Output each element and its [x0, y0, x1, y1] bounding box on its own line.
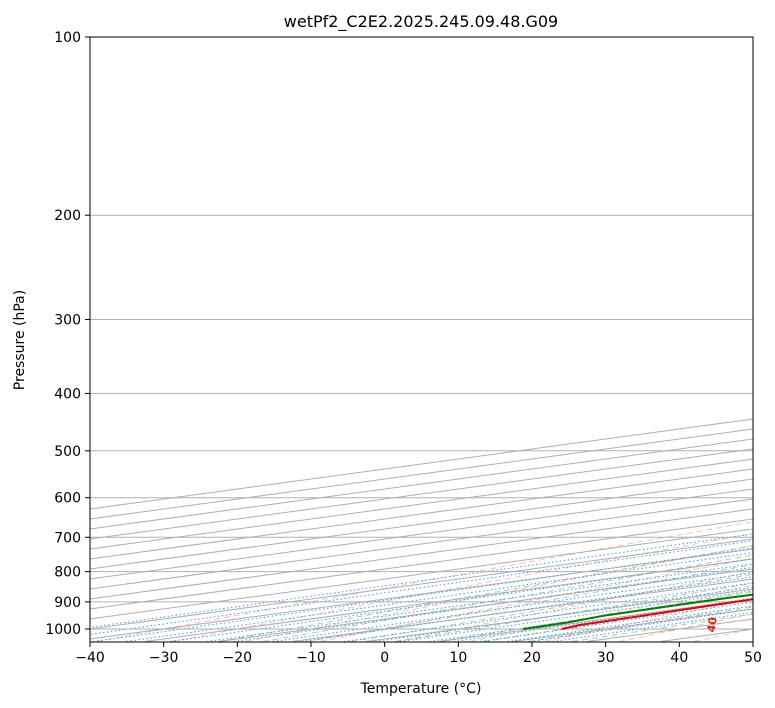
x-axis-label: Temperature (°C)	[360, 681, 482, 697]
isotherm-line	[90, 478, 753, 570]
y-tick-label: 800	[54, 565, 81, 581]
y-tick-label: 200	[54, 208, 81, 224]
y-tick-label: 1000	[45, 622, 81, 638]
moist-adiabat-line	[395, 582, 753, 642]
x-tick-label: −20	[223, 650, 253, 666]
moist-adiabat-line	[306, 564, 753, 642]
isotherm-line	[90, 538, 753, 630]
x-tick-label: 50	[744, 650, 762, 666]
x-tick-label: 0	[380, 650, 389, 666]
y-tick-label: 400	[54, 386, 81, 402]
y-tick-label: 900	[54, 595, 81, 611]
mixing-ratio-line	[90, 533, 753, 628]
x-tick-label: −40	[75, 650, 105, 666]
dry-adiabat-line	[469, 584, 753, 642]
y-axis-label: Pressure (hPa)	[12, 290, 28, 390]
isotherm-line	[90, 518, 753, 610]
y-tick-label: 500	[54, 444, 81, 460]
x-tick-label: 20	[523, 650, 541, 666]
isotherms	[90, 418, 753, 642]
dry-adiabat-line	[245, 545, 753, 642]
isotherm-line	[90, 468, 753, 560]
mixing-ratio-line	[343, 582, 753, 642]
x-tick-label: −30	[149, 650, 179, 666]
x-tick-label: −10	[296, 650, 326, 666]
x-tick-label: 40	[670, 650, 688, 666]
plot-area: 0.10.20.40.611.52346810131620253036-100-…	[90, 37, 753, 642]
dry-adiabat-line	[96, 521, 753, 642]
y-axis-ticks: 100 200 300 400 500 600 700 800 900 1000	[45, 30, 90, 638]
moist-adiabat-line	[262, 554, 753, 642]
pressure-gridlines	[90, 37, 753, 630]
isotherm-line	[90, 528, 753, 620]
y-tick-label: 700	[54, 530, 81, 546]
x-tick-label: 10	[449, 650, 467, 666]
chart-title: wetPf2_C2E2.2025.245.09.48.G09	[284, 12, 558, 32]
y-tick-label: 300	[54, 312, 81, 328]
x-axis-ticks: −40 −30 −20 −10 0 10 20 30 40 50	[75, 642, 762, 666]
x-tick-label: 30	[597, 650, 615, 666]
isotherm-line	[90, 498, 753, 590]
plot-frame	[89, 36, 754, 643]
inline-labels: 0.10.20.40.611.52346810131620253036-100-…	[705, 616, 720, 633]
isotherm-label: 40	[705, 616, 720, 633]
y-tick-label: 100	[54, 30, 81, 46]
mixing-ratio-line	[399, 590, 753, 642]
y-tick-label: 600	[54, 491, 81, 507]
isotherm-line	[90, 488, 753, 580]
isotherm-line	[90, 458, 753, 550]
dry-adiabat-line	[320, 557, 753, 642]
isotherm-line	[90, 508, 753, 600]
